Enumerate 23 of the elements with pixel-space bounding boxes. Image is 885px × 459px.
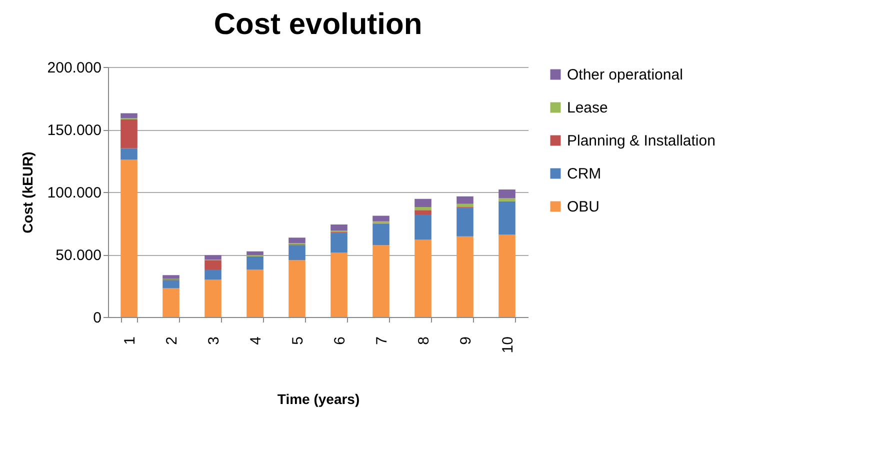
x-tick-label: 5	[290, 336, 306, 345]
y-tick-label: 0	[93, 310, 102, 326]
y-tick-label: 200.000	[47, 60, 102, 76]
x-tick-label: 1	[122, 336, 138, 345]
legend-label: CRM	[567, 166, 602, 182]
x-tick-label: 8	[416, 336, 432, 345]
x-tick-label: 3	[206, 336, 222, 345]
legend-label: Planning & Installation	[567, 132, 716, 150]
y-tick-label: 100.000	[47, 184, 102, 202]
legend-label: Other operational	[567, 66, 683, 84]
x-tick-label: 4	[248, 336, 264, 345]
legend-label: Lease	[567, 100, 608, 116]
x-axis-title: Time (years)	[277, 391, 360, 408]
x-tick-label: 6	[332, 336, 348, 345]
chart-title: Cost evolution	[214, 8, 422, 41]
x-tick-label: 9	[458, 336, 474, 345]
y-axis-title: Cost (kEUR)	[19, 152, 36, 234]
y-tick-label: 50.000	[56, 247, 102, 264]
x-tick-label: 10	[500, 336, 516, 354]
x-tick-label: 2	[164, 336, 180, 345]
legend-label: OBU	[567, 198, 600, 216]
y-tick-label: 150.000	[47, 122, 102, 139]
x-tick-label: 7	[374, 336, 390, 345]
